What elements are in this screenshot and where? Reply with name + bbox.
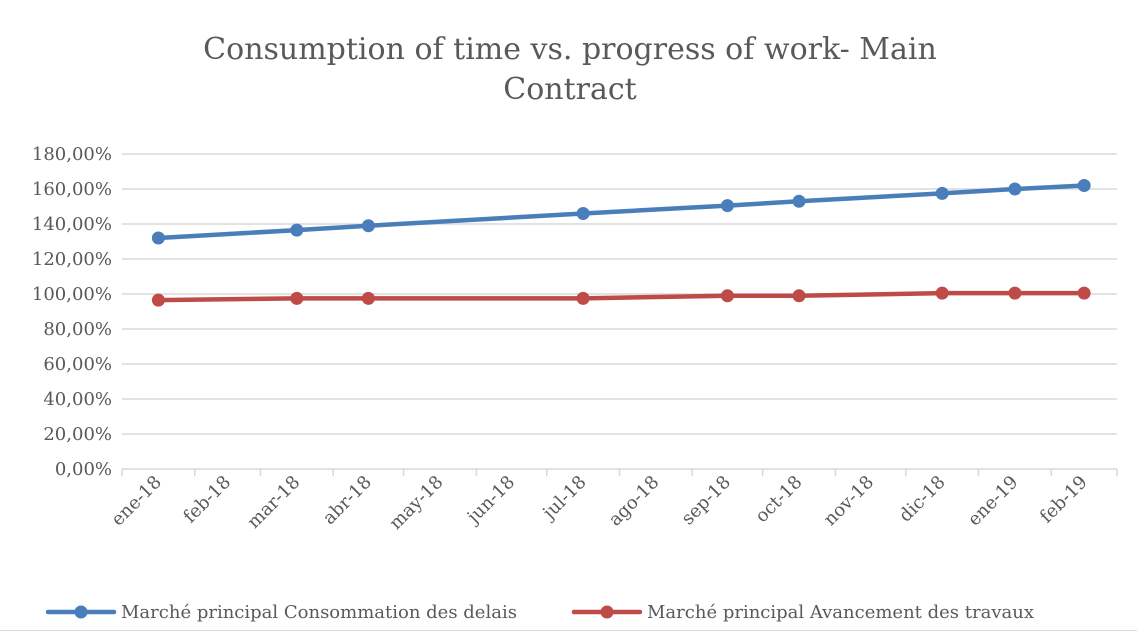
x-tick-label: ene-19 (964, 472, 1023, 531)
data-point-1 (935, 186, 949, 200)
x-tick-label: sep-18 (677, 472, 735, 530)
data-point-1 (1008, 182, 1022, 196)
data-point-2 (720, 289, 734, 303)
data-point-1 (361, 219, 375, 233)
y-tick-label: 100,00% (32, 284, 112, 305)
x-tick-label: jun-18 (462, 472, 519, 529)
x-tick-label: may-18 (385, 472, 447, 534)
y-tick-label: 180,00% (32, 144, 112, 165)
data-point-2 (1077, 286, 1091, 300)
data-point-1 (1077, 179, 1091, 192)
legend-label-2: Marché principal Avancement des travaux (647, 602, 1034, 623)
data-point-2 (361, 291, 375, 305)
x-tick-label: dic-18 (895, 472, 950, 527)
legend-marker-1 (74, 605, 88, 619)
legend-label-1: Marché principal Consommation des delais (121, 602, 517, 623)
y-tick-label: 0,00% (55, 459, 112, 480)
y-tick-label: 20,00% (43, 424, 112, 445)
x-tick-label: oct-18 (751, 472, 806, 527)
y-tick-label: 140,00% (32, 214, 112, 235)
chart-title: Consumption of time vs. progress of work… (203, 32, 937, 107)
x-tick-label: abr-18 (319, 472, 376, 529)
data-point-1 (792, 194, 806, 208)
data-point-2 (1008, 286, 1022, 300)
legend-marker-2 (600, 605, 614, 619)
x-tick-label: feb-19 (1036, 472, 1092, 528)
data-point-1 (720, 199, 734, 213)
y-tick-label: 40,00% (43, 389, 112, 410)
x-tick-label: nov-18 (820, 472, 878, 530)
data-point-2 (576, 291, 590, 305)
x-tick-label: feb-18 (179, 472, 235, 528)
y-tick-label: 80,00% (43, 319, 112, 340)
data-point-2 (935, 286, 949, 300)
x-tick-label: mar-18 (243, 472, 304, 533)
bottom-divider (0, 630, 1137, 631)
data-point-2 (151, 293, 165, 307)
x-tick-label: jul-18 (538, 472, 591, 525)
y-tick-label: 60,00% (43, 354, 112, 375)
x-tick-label: ene-18 (107, 472, 166, 531)
data-point-2 (290, 291, 304, 305)
y-tick-label: 160,00% (32, 179, 112, 200)
data-point-1 (151, 231, 165, 245)
x-tick-label: ago-18 (605, 472, 664, 531)
data-point-2 (792, 289, 806, 303)
data-point-1 (576, 207, 590, 220)
data-point-1 (290, 223, 304, 237)
y-tick-label: 120,00% (32, 249, 112, 270)
